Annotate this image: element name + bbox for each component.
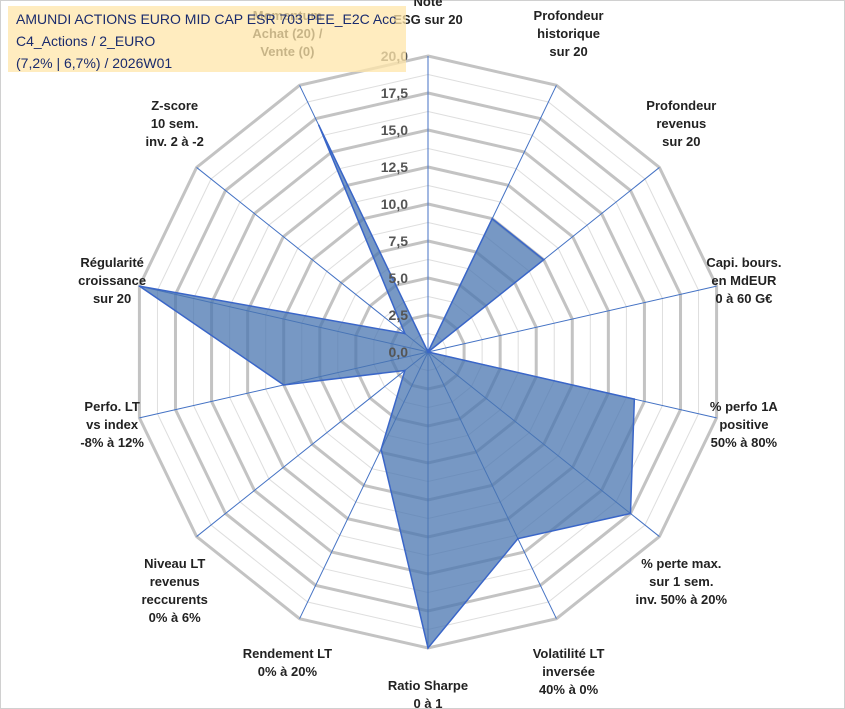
series-point	[427, 351, 429, 353]
chart-title-box: AMUNDI ACTIONS EURO MID CAP ESR 703 PEE_…	[8, 6, 406, 72]
axis-label-group: Régularité croissance sur 20	[78, 255, 146, 306]
axis-label: croissance	[78, 273, 146, 288]
axis-label: 0% à 20%	[258, 664, 318, 679]
axis-label: inv. 2 à -2	[146, 134, 204, 149]
axis-label: % perfo 1A	[710, 399, 779, 414]
axis-label: positive	[719, 417, 768, 432]
series-point	[427, 647, 429, 649]
axis-label: historique	[537, 26, 600, 41]
series-point	[282, 384, 285, 386]
axis-label: Perfo. LT	[84, 399, 139, 414]
series-point	[318, 124, 320, 127]
axis-label-group: Volatilité LT inversée 40% à 0%	[533, 646, 605, 697]
axis-label-group: Capi. bours. en MdEUR 0 à 60 G€	[706, 255, 781, 306]
axis-label: sur 20	[662, 134, 700, 149]
axis-label: 40% à 0%	[539, 682, 599, 697]
axis-spoke	[196, 351, 429, 537]
axis-label: revenus	[656, 116, 706, 131]
axis-label-group: % perfo 1A positive 50% à 80%	[710, 399, 779, 450]
axis-label: Z-score	[151, 98, 198, 113]
axis-label: 10 sem.	[151, 116, 199, 131]
axis-label: sur 1 sem.	[649, 574, 713, 589]
series-point	[138, 285, 141, 287]
axis-label: reccurents	[141, 592, 207, 607]
axis-label: inv. 50% à 20%	[636, 592, 728, 607]
tick-label: 2,5	[389, 307, 409, 323]
tick-layer: 0,02,55,07,510,012,515,017,520,0	[381, 48, 408, 360]
axis-label: Profondeur	[534, 8, 604, 23]
axis-label: en MdEUR	[711, 273, 777, 288]
axis-label: 0 à 1	[414, 696, 443, 709]
chart-title-line-1: AMUNDI ACTIONS EURO MID CAP ESR 703 PEE_…	[16, 11, 397, 27]
axis-label: inversée	[542, 664, 595, 679]
axis-label-group: Ratio Sharpe 0 à 1	[388, 678, 468, 709]
tick-label: 12,5	[381, 159, 408, 175]
axis-label: 0% à 6%	[149, 610, 201, 625]
axis-label: ESG sur 20	[393, 12, 462, 27]
axis-label-group: Z-score 10 sem. inv. 2 à -2	[146, 98, 204, 149]
axis-label-group: Note ESG sur 20	[393, 0, 462, 27]
axis-label: % perte max.	[641, 556, 721, 571]
series-layer	[138, 124, 636, 650]
axis-label-group: Niveau LT revenus reccurents 0% à 6%	[141, 556, 207, 625]
series-point	[629, 512, 632, 515]
axis-label: Volatilité LT	[533, 646, 605, 661]
axis-label: sur 20	[549, 44, 587, 59]
series-point	[542, 258, 545, 261]
series-point	[404, 369, 406, 372]
series-point	[517, 537, 519, 540]
axis-label: Régularité	[80, 255, 144, 270]
tick-label: 7,5	[389, 233, 409, 249]
axis-label: Capi. bours.	[706, 255, 781, 270]
axis-label: Note	[414, 0, 443, 9]
axis-label-group: % perte max. sur 1 sem. inv. 50% à 20%	[636, 556, 728, 607]
axis-label: 50% à 80%	[711, 435, 778, 450]
tick-label: 17,5	[381, 85, 408, 101]
series-point	[380, 448, 382, 451]
axis-label: Ratio Sharpe	[388, 678, 468, 693]
series-point	[633, 398, 636, 400]
axis-label: 0 à 60 G€	[715, 291, 772, 306]
axis-label: -8% à 12%	[80, 435, 144, 450]
axis-label: sur 20	[93, 291, 131, 306]
series-point	[491, 217, 494, 220]
axis-label-group: Profondeur historique sur 20	[534, 8, 604, 59]
axis-label-group: Rendement LT 0% à 20%	[243, 646, 332, 679]
axis-label-group: Perfo. LT vs index -8% à 12%	[80, 399, 144, 450]
chart-title-line-2: C4_Actions / 2_EURO	[16, 33, 156, 49]
axis-label-group: Profondeur revenus sur 20	[646, 98, 716, 149]
tick-label: 0,0	[389, 344, 409, 360]
axis-spoke	[427, 285, 717, 353]
tick-label: 10,0	[381, 196, 408, 212]
series-point	[404, 332, 406, 335]
axis-label: Rendement LT	[243, 646, 332, 661]
tick-label: 5,0	[389, 270, 409, 286]
axis-spoke	[196, 167, 429, 353]
tick-label: 15,0	[381, 122, 408, 138]
chart-title-line-3: (7,2% | 6,7%) / 2026W01	[16, 55, 173, 71]
axis-label: Niveau LT	[144, 556, 205, 571]
axis-label: Profondeur	[646, 98, 716, 113]
axis-label: vs index	[86, 417, 139, 432]
axis-label: revenus	[150, 574, 200, 589]
